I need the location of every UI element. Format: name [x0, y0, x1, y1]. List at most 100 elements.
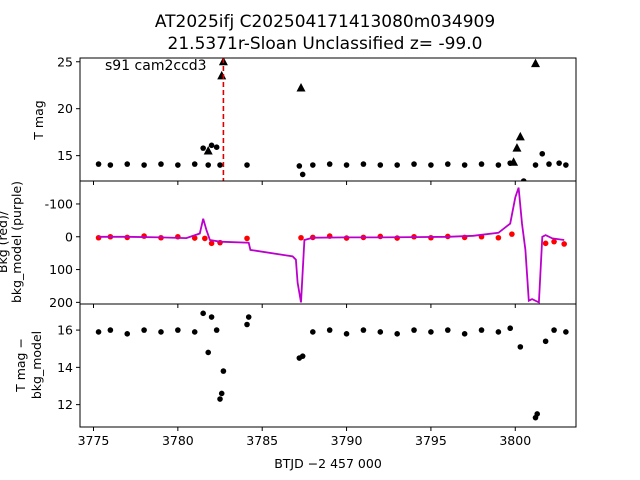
data-point	[428, 329, 434, 335]
data-marker	[203, 145, 213, 155]
y-tick-label: 0	[65, 229, 73, 244]
data-point	[546, 161, 552, 167]
data-point	[158, 161, 164, 167]
data-point	[200, 310, 206, 317]
data-point	[326, 327, 333, 333]
data-point	[175, 162, 181, 168]
data-point	[298, 234, 304, 241]
data-point	[542, 338, 549, 345]
data-point	[191, 235, 198, 241]
y-tick-label: 16	[57, 323, 73, 338]
series-line-bkg_model	[98, 187, 565, 304]
data-point	[244, 235, 250, 242]
data-point	[495, 162, 502, 168]
y-tick-label: 14	[57, 360, 73, 375]
data-point	[428, 162, 434, 168]
data-point	[245, 314, 252, 320]
panel-2-frame	[79, 303, 577, 428]
top-panel: 15 20 25	[57, 54, 577, 185]
data-marker	[509, 157, 519, 166]
data-point	[542, 240, 549, 247]
y-tick-label: 12	[57, 397, 73, 412]
x-tick-label: 3780	[162, 433, 194, 448]
y-tick-label: 100	[49, 262, 73, 277]
data-point	[520, 178, 527, 181]
data-point	[310, 329, 316, 335]
x-tick-label: 3795	[415, 433, 447, 448]
x-tick-label: 3790	[331, 433, 363, 448]
data-point	[299, 171, 306, 178]
data-point	[218, 390, 225, 397]
data-point	[95, 329, 102, 335]
data-point	[124, 331, 131, 337]
x-tick-label: 3785	[246, 433, 278, 448]
data-point	[517, 344, 524, 350]
data-point	[444, 161, 451, 167]
data-point	[141, 327, 147, 333]
data-point	[551, 238, 557, 245]
data-point	[213, 327, 220, 333]
data-point	[191, 161, 198, 167]
data-point	[107, 327, 114, 333]
data-point	[509, 231, 515, 237]
data-point	[213, 144, 220, 150]
data-point	[217, 396, 223, 402]
data-point	[205, 349, 212, 356]
data-point	[495, 234, 502, 241]
bottom-panel: 12 14 16 3775 3780 3785 3790 3795 3800	[57, 303, 577, 448]
data-point	[563, 162, 569, 168]
data-point	[444, 327, 451, 333]
data-point	[561, 241, 567, 247]
middle-y-axis-label-line1: Bkg (red)/	[0, 210, 10, 273]
data-point	[377, 329, 384, 335]
data-point	[124, 161, 131, 167]
panel-0-data	[95, 58, 569, 181]
data-point	[343, 331, 350, 337]
data-point	[343, 162, 350, 168]
bottom-y-axis-label-line2: bkg_model	[29, 331, 44, 399]
data-point	[299, 353, 306, 359]
top-y-axis-label: T mag	[31, 100, 46, 140]
data-point	[208, 142, 215, 149]
data-point	[478, 161, 485, 167]
x-tick-label: 3775	[78, 433, 110, 448]
data-point	[95, 234, 102, 241]
data-point	[296, 163, 303, 169]
data-point	[158, 329, 164, 335]
bottom-y-axis-label-line1: T mag −	[13, 338, 28, 393]
data-marker	[296, 83, 306, 92]
data-point	[556, 160, 562, 166]
data-point	[191, 329, 198, 335]
data-point	[551, 327, 557, 333]
data-marker	[512, 143, 522, 152]
data-point	[200, 145, 206, 151]
data-point	[205, 162, 212, 168]
data-point	[539, 150, 546, 157]
data-point	[377, 233, 384, 240]
data-point	[532, 162, 539, 168]
data-point	[411, 327, 417, 333]
data-point	[563, 329, 569, 335]
data-point	[360, 327, 367, 333]
data-point	[534, 411, 540, 417]
data-point	[478, 327, 485, 333]
data-point	[507, 325, 514, 332]
data-point	[107, 162, 114, 168]
data-point	[175, 327, 181, 333]
data-point	[220, 368, 227, 374]
data-point	[377, 162, 384, 168]
data-point	[394, 331, 400, 337]
data-point	[310, 162, 316, 168]
data-point	[461, 331, 468, 337]
x-tick-label: 3800	[499, 433, 531, 448]
data-point	[208, 240, 215, 247]
data-point	[202, 235, 208, 242]
data-point	[394, 162, 400, 168]
data-point	[461, 162, 468, 168]
sector-annotation: s91 cam2ccd3	[105, 58, 207, 74]
data-point	[244, 162, 250, 168]
figure-title-line2: 21.5371r-Sloan Unclassified z= -99.0	[168, 34, 483, 54]
data-point	[141, 233, 147, 239]
data-point	[360, 161, 367, 167]
y-tick-label: 200	[49, 295, 73, 310]
